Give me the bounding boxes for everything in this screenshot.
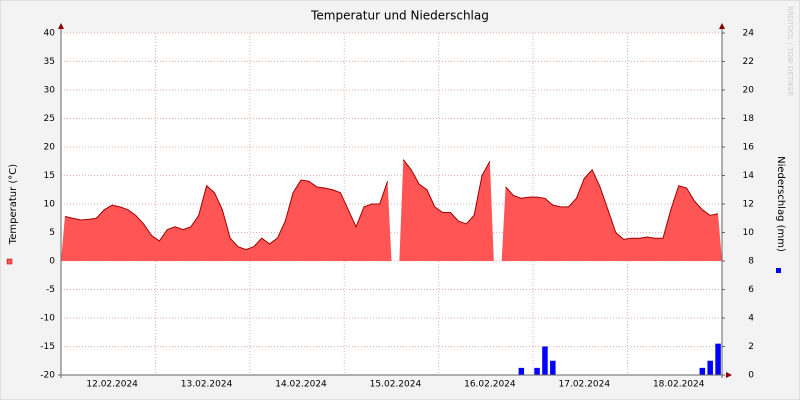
- x-tick-label: 13.02.2024: [181, 380, 233, 390]
- watermark: RRDTOOL / TOBI OETIKER: [786, 6, 794, 96]
- precip-bar: [542, 346, 548, 375]
- legend-swatch: [776, 268, 781, 273]
- y2-tick-label: 6: [748, 285, 754, 295]
- axis-arrow: [719, 23, 725, 29]
- precip-bar: [550, 360, 556, 375]
- precip-bar: [707, 360, 713, 375]
- y-tick-label: 10: [44, 200, 56, 210]
- axis-arrow: [726, 372, 732, 378]
- x-tick-label: 16.02.2024: [464, 380, 516, 390]
- y2-tick-label: 4: [748, 314, 754, 324]
- x-tick-label: 14.02.2024: [275, 380, 327, 390]
- y-tick-label: 25: [44, 114, 55, 124]
- x-tick-label: 15.02.2024: [370, 380, 422, 390]
- y-tick-label: 35: [44, 57, 55, 67]
- y-tick-label: -20: [40, 371, 55, 381]
- chart-title: Temperatur und Niederschlag: [310, 9, 489, 23]
- y2-tick-label: 10: [743, 228, 755, 238]
- y2-tick-label: 0: [748, 371, 754, 381]
- y2-axis-title: Niederschlag (mm): [775, 156, 786, 252]
- axis-arrow: [58, 23, 64, 29]
- y2-tick-label: 2: [748, 342, 754, 352]
- y-tick-label: 15: [44, 171, 55, 181]
- y-tick-label: -15: [40, 342, 55, 352]
- y2-tick-label: 14: [743, 171, 755, 181]
- y2-tick-label: 24: [743, 29, 755, 39]
- y-tick-label: 5: [49, 228, 55, 238]
- precip-bar: [534, 367, 540, 375]
- x-tick-label: 12.02.2024: [86, 380, 138, 390]
- precip-bar: [715, 343, 721, 375]
- x-tick-label: 17.02.2024: [559, 380, 611, 390]
- legend-swatch: [6, 258, 13, 265]
- y-tick-label: -5: [46, 285, 55, 295]
- y2-tick-label: 22: [743, 57, 754, 67]
- y2-tick-label: 18: [743, 114, 755, 124]
- precip-bar: [699, 367, 706, 375]
- y-tick-label: -10: [40, 314, 55, 324]
- temperature-line: [64, 159, 719, 251]
- x-tick-label: 18.02.2024: [653, 380, 705, 390]
- y-tick-label: 40: [44, 29, 56, 39]
- y-tick-label: 30: [44, 86, 56, 96]
- y-axis-title: Temperatur (°C): [8, 164, 19, 245]
- precip-bar: [518, 367, 525, 375]
- y2-tick-label: 20: [743, 86, 755, 96]
- y2-tick-label: 12: [743, 200, 754, 210]
- temperature-area: [61, 159, 722, 261]
- y-tick-label: 20: [44, 143, 56, 153]
- y2-tick-label: 8: [748, 257, 754, 267]
- y-tick-label: 0: [49, 257, 55, 267]
- y2-tick-label: 16: [743, 143, 755, 153]
